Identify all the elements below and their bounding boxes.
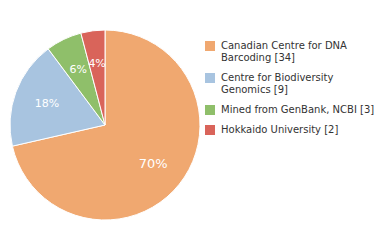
svg-text:70%: 70%	[139, 156, 168, 171]
svg-text:4%: 4%	[88, 57, 105, 70]
svg-text:18%: 18%	[35, 97, 59, 110]
html-text:Canadian Centre for DNA Barcod: Canadian Centre for DNA Barcoding [34]	[221, 40, 347, 63]
html-text:Mined from GenBank, NCBI [3]: Mined from GenBank, NCBI [3]	[221, 104, 375, 115]
html-text:Hokkaido University [2]: Hokkaido University [2]	[221, 124, 339, 135]
svg-text:6%: 6%	[69, 63, 86, 76]
html-text:Centre for Biodiversity Genomi: Centre for Biodiversity Genomics [9]	[221, 72, 334, 95]
